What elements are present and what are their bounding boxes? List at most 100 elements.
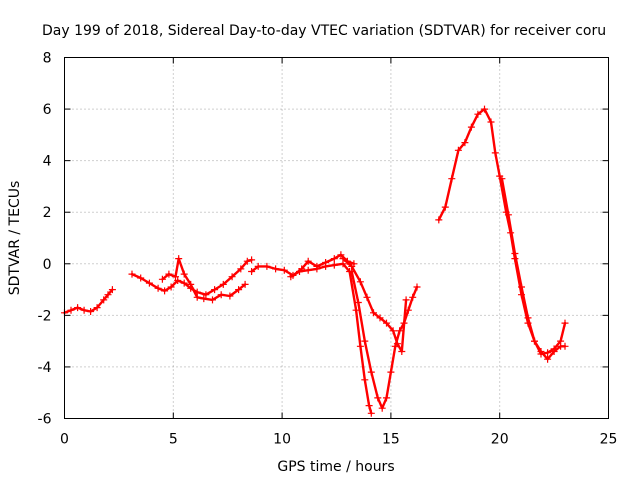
data-point-marker — [172, 273, 179, 281]
grid-layer — [64, 57, 609, 419]
x-tick-label: 5 — [169, 432, 178, 448]
data-point-marker — [100, 296, 108, 304]
data-point-marker — [491, 149, 499, 157]
data-point-marker — [80, 306, 88, 314]
data-point-marker — [137, 274, 145, 282]
data-point-marker — [557, 337, 565, 345]
data-point-marker — [87, 308, 95, 315]
series-line — [63, 288, 114, 314]
x-tick-label: 20 — [491, 432, 509, 448]
data-point-marker — [363, 293, 371, 301]
data-series-seg9 — [498, 175, 569, 358]
chart-title: Day 199 of 2018, Sidereal Day-to-day VTE… — [42, 23, 606, 39]
data-point-marker — [481, 105, 488, 113]
data-point-marker — [376, 314, 384, 322]
data-point-marker — [175, 255, 183, 263]
data-point-marker — [337, 251, 345, 259]
data-point-marker — [361, 376, 369, 384]
y-tick-label: 8 — [43, 51, 52, 67]
data-point-marker — [498, 175, 506, 183]
tick-layer: 0 5 10 15 20 25 -6 -4 -2 0 2 4 6 8 — [38, 51, 618, 448]
data-point-marker — [243, 257, 251, 265]
data-point-marker — [409, 293, 417, 301]
data-point-marker — [441, 203, 449, 211]
data-point-marker — [348, 262, 356, 270]
data-point-marker — [304, 266, 312, 274]
data-point-marker — [435, 216, 443, 224]
data-point-marker — [461, 139, 469, 147]
data-series-seg5 — [287, 260, 375, 417]
x-tick-label: 25 — [600, 432, 618, 448]
data-point-marker — [167, 283, 175, 291]
y-tick-label: 6 — [43, 102, 52, 118]
series-line — [350, 270, 419, 410]
x-tick-label: 0 — [60, 432, 69, 448]
y-tick-label: 4 — [43, 154, 52, 170]
data-point-marker — [544, 349, 552, 357]
data-point-marker — [374, 394, 382, 402]
series-line — [289, 262, 373, 415]
data-point-marker — [389, 327, 397, 335]
data-series-seg8 — [435, 105, 569, 363]
data-point-marker — [74, 304, 82, 312]
data-point-marker — [383, 319, 390, 327]
data-point-marker — [330, 255, 338, 263]
data-series-seg1 — [61, 286, 116, 317]
data-point-marker — [398, 348, 406, 355]
data-point-marker — [248, 268, 256, 275]
data-point-marker — [254, 262, 262, 270]
data-point-marker — [354, 299, 362, 306]
data-point-marker — [537, 350, 545, 358]
data-point-marker — [393, 340, 401, 348]
data-point-marker — [330, 261, 338, 269]
data-point-marker — [370, 309, 377, 317]
data-point-marker — [104, 291, 112, 299]
y-tick-label: 2 — [43, 205, 52, 221]
data-point-marker — [413, 283, 421, 291]
data-point-marker — [474, 110, 482, 118]
data-point-marker — [561, 342, 569, 350]
data-point-marker — [193, 293, 201, 301]
data-point-marker — [396, 327, 404, 335]
data-point-marker — [235, 286, 243, 294]
data-point-marker — [165, 270, 173, 278]
plot-frame — [64, 57, 609, 419]
data-point-marker — [356, 278, 364, 286]
data-point-marker — [158, 275, 166, 283]
data-point-marker — [518, 283, 525, 291]
data-point-marker — [161, 287, 169, 295]
data-point-marker — [448, 175, 456, 183]
x-tick-label: 10 — [273, 432, 291, 448]
data-point-marker — [145, 279, 153, 287]
data-point-marker — [228, 273, 236, 281]
data-point-marker — [226, 292, 234, 300]
x-tick-label: 15 — [382, 432, 400, 448]
data-point-marker — [217, 291, 225, 299]
data-point-marker — [108, 286, 116, 294]
data-point-marker — [367, 409, 375, 417]
y-tick-label: 0 — [43, 257, 52, 273]
data-point-marker — [339, 255, 347, 263]
series-line — [437, 107, 567, 361]
data-point-marker — [304, 257, 312, 265]
data-point-marker — [209, 296, 216, 304]
data-point-marker — [322, 262, 330, 270]
data-point-marker — [180, 279, 188, 287]
data-point-marker — [128, 270, 136, 278]
data-point-marker — [361, 337, 369, 345]
data-series-seg3 — [158, 255, 249, 304]
data-series-seg6 — [348, 268, 421, 412]
data-point-marker — [200, 295, 208, 303]
data-point-marker — [544, 355, 552, 363]
data-point-marker — [511, 250, 519, 257]
data-point-marker — [187, 280, 195, 288]
data-point-marker — [202, 291, 210, 299]
data-point-marker — [487, 118, 495, 126]
data-point-marker — [237, 265, 245, 273]
data-point-marker — [174, 277, 182, 284]
y-tick-label: -4 — [38, 360, 52, 376]
data-point-marker — [272, 265, 280, 273]
data-point-marker — [356, 342, 364, 350]
data-point-marker — [180, 270, 188, 278]
data-point-marker — [365, 402, 373, 410]
